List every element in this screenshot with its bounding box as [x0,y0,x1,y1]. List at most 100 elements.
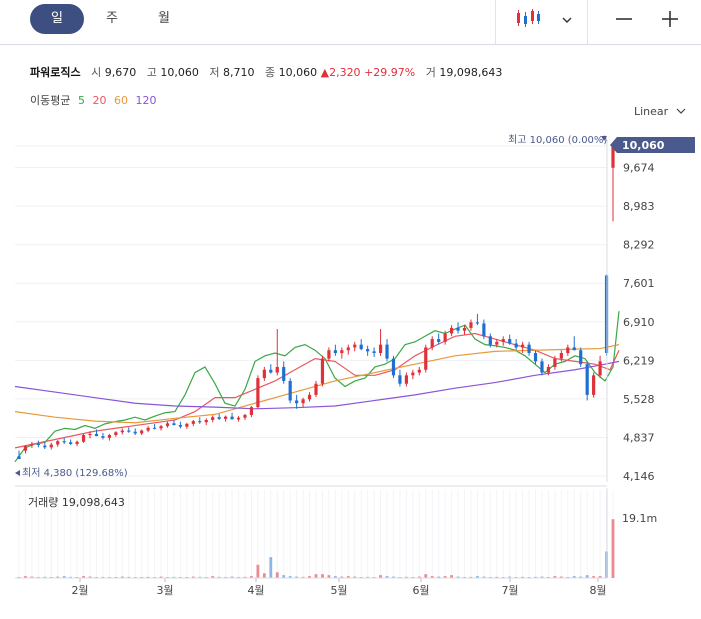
x-tick-label: 6월 [412,584,429,597]
candle-body [475,322,480,324]
volume-bar [585,575,589,578]
candle-body [172,423,176,425]
candle-body [340,350,344,354]
candle-body [546,366,551,373]
volume-bar [553,576,557,578]
candle-body [462,327,467,331]
volume-bar [30,576,34,578]
volume-bar [295,576,299,578]
volume-bar [404,576,408,578]
candle-body [566,347,570,354]
low-value: 8,710 [222,66,255,79]
change-percent: +29.97% [364,66,416,79]
candle-body [533,353,538,362]
grid [15,145,607,477]
volume-bar [482,576,486,578]
volume-bar [256,564,260,578]
candle-body [62,441,66,443]
candle-body [30,443,34,446]
tab-weekly[interactable]: 주 [106,11,118,26]
y-tick-label: 5,528 [623,393,655,406]
candle-body [417,369,421,373]
y-tick-label: 9,674 [623,162,655,175]
candle-body [411,372,415,376]
volume-bar [430,576,434,578]
volume-bars [17,490,615,578]
volume-bar [88,576,92,578]
volume-bar [24,576,27,578]
candle-body [49,444,53,448]
candle-body [366,349,370,352]
tab-daily[interactable]: 일 [30,4,84,34]
candle-body [282,366,286,381]
minus-icon[interactable] [606,4,642,34]
candle-body [146,427,150,431]
volume-bar [282,575,286,578]
candle-body [488,336,492,345]
volume-bar [56,576,60,578]
candle-body [398,375,402,384]
candle-body [527,344,531,354]
scale-mode-label: Linear [634,105,669,118]
candle-body [256,378,260,408]
volume-bar [159,576,163,578]
ma-60[interactable]: 60 [113,94,128,107]
y-tick-label: 8,983 [623,200,655,213]
volume-bar [243,576,247,578]
scale-mode-select[interactable]: Linear [634,105,686,118]
volume-bar [275,572,279,578]
candle-body [140,430,144,434]
candlestick-icon[interactable] [510,4,546,34]
volume-bar [598,576,602,578]
candle-body [469,322,473,328]
ma-120[interactable]: 120 [135,94,157,107]
price-axis: 9,674 8,983 8,292 7,601 6,910 6,219 5,528 4,837… [606,140,655,483]
volume-bar [250,576,253,578]
plus-icon[interactable] [652,4,688,34]
volume-bar [592,576,596,578]
candle-body [301,399,305,404]
candle-body [482,323,486,337]
candle-body [198,421,202,423]
volume-bar [333,576,337,578]
candle-body [404,375,408,384]
chevron-down-icon[interactable] [555,4,579,34]
chevron-down-icon [676,108,686,114]
candle-body [249,407,254,415]
volume-axis-label: 19.1m [622,512,657,525]
candle-body [211,417,215,420]
volume-bar [269,557,273,578]
candle-body [449,327,454,334]
volume-bar [424,574,428,578]
y-tick-label: 6,219 [623,354,655,367]
candle-body [43,445,47,448]
volume-bar [456,576,460,578]
low-marker [15,470,20,476]
candle-body [133,431,137,434]
candle-body [224,416,228,419]
candle-body [269,369,273,373]
divider [495,0,496,44]
ma-5[interactable]: 5 [77,94,85,107]
high-value: 10,060 [160,66,199,79]
volume-bar [366,576,370,578]
x-tick-label: 4월 [247,584,264,597]
ma-20[interactable]: 20 [92,94,107,107]
volume-bar [308,576,311,578]
ma-line-60 [14,344,620,424]
ma-line-5 [14,311,620,463]
moving-average-lines [14,311,620,463]
volume-bar [495,576,499,578]
candle-body [572,347,576,351]
volume-bar [469,576,473,578]
candle-body [359,344,363,350]
tab-monthly[interactable]: 월 [158,11,170,26]
volume-bar [172,576,176,578]
y-tick-label: 7,601 [623,277,655,290]
candle-body [17,456,21,460]
volume-bar [62,576,66,578]
candle-body [514,343,518,348]
candle-body [385,344,389,359]
open-value: 9,670 [104,66,137,79]
